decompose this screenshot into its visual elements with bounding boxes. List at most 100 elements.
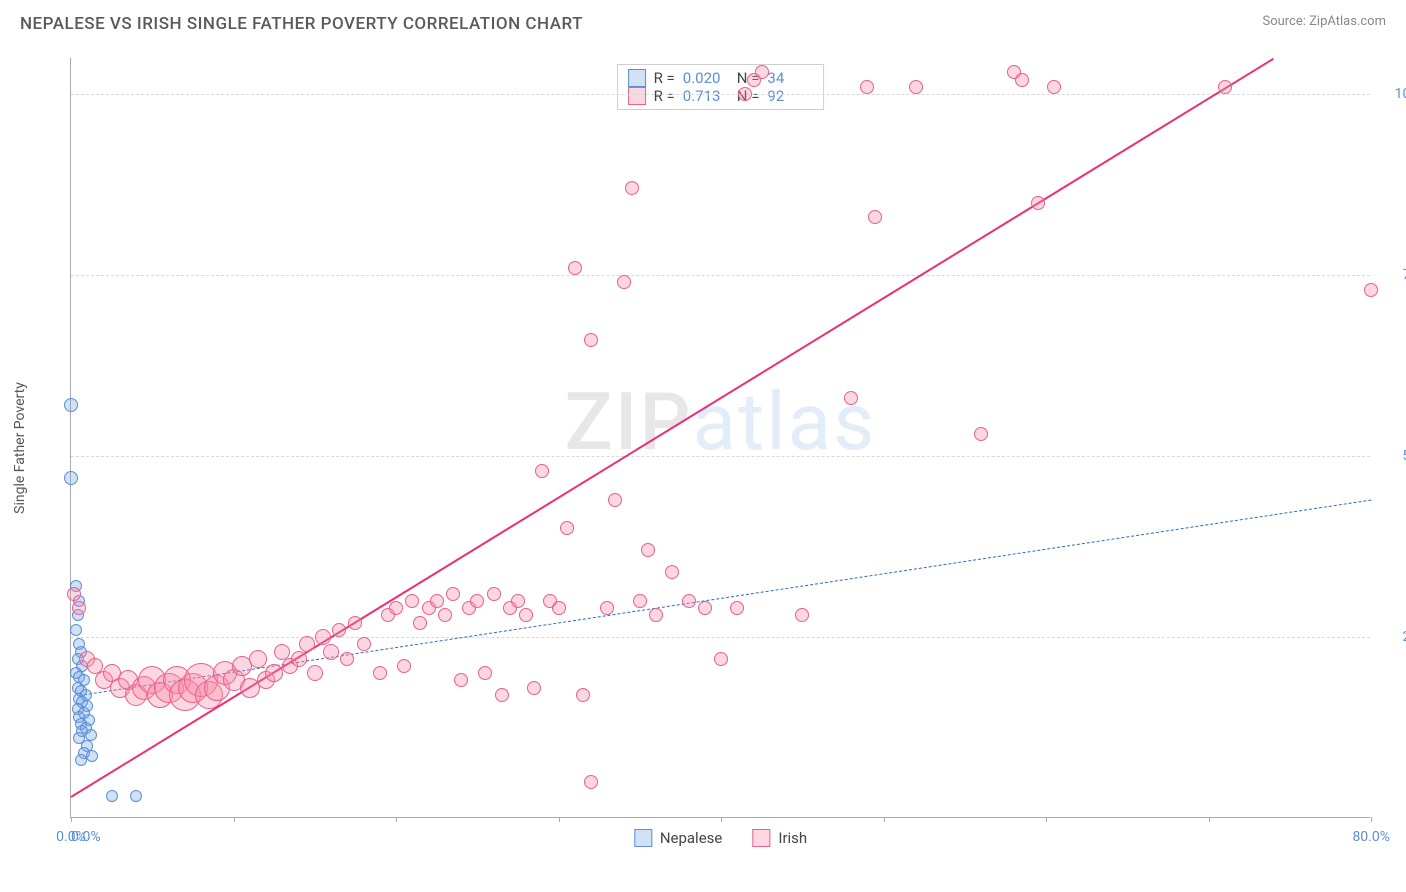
data-point-irish <box>1015 73 1029 87</box>
data-point-irish <box>738 87 752 101</box>
data-point-irish <box>67 587 81 601</box>
data-point-irish <box>405 594 419 608</box>
data-point-irish <box>291 651 307 667</box>
data-point-irish <box>665 565 679 579</box>
gridline-horizontal <box>71 637 1370 638</box>
x-tick-mark <box>234 817 235 822</box>
data-point-irish <box>584 775 598 789</box>
data-point-nepalese <box>64 398 78 412</box>
data-point-irish <box>568 261 582 275</box>
legend-label: Irish <box>778 829 807 847</box>
scatter-plot: ZIPatlas R =0.020N =34R =0.713N =92 Nepa… <box>70 58 1370 818</box>
data-point-nepalese <box>106 790 118 802</box>
y-axis-label: Single Father Poverty <box>12 382 28 514</box>
data-point-irish <box>348 616 362 630</box>
data-point-irish <box>72 601 86 615</box>
data-point-irish <box>470 594 484 608</box>
legend-item-irish: Irish <box>752 829 807 847</box>
data-point-irish <box>560 521 574 535</box>
data-point-irish <box>1218 80 1232 94</box>
data-point-irish <box>389 601 403 615</box>
data-point-irish <box>438 608 452 622</box>
data-point-nepalese <box>86 750 98 762</box>
source-attribution: Source: ZipAtlas.com <box>1262 14 1386 29</box>
data-point-irish <box>714 652 728 666</box>
data-point-irish <box>698 601 712 615</box>
x-tick-mark <box>721 817 722 822</box>
data-point-irish <box>511 594 525 608</box>
n-value: 92 <box>767 87 813 105</box>
data-point-irish <box>795 608 809 622</box>
data-point-irish <box>608 493 622 507</box>
data-point-irish <box>552 601 566 615</box>
data-point-irish <box>1047 80 1061 94</box>
data-point-irish <box>299 636 315 652</box>
data-point-irish <box>730 601 744 615</box>
data-point-irish <box>535 464 549 478</box>
data-point-irish <box>755 65 769 79</box>
data-point-irish <box>576 688 590 702</box>
data-point-irish <box>373 666 387 680</box>
data-point-irish <box>625 181 639 195</box>
data-point-irish <box>1364 283 1378 297</box>
x-tick-label: 0.0% <box>71 829 101 845</box>
legend-label: Nepalese <box>660 829 723 847</box>
r-value: 0.713 <box>683 87 729 105</box>
data-point-irish <box>274 644 290 660</box>
x-tick-mark <box>884 817 885 822</box>
data-point-irish <box>1031 196 1045 210</box>
data-point-irish <box>641 543 655 557</box>
data-point-irish <box>413 616 427 630</box>
data-point-irish <box>487 587 501 601</box>
x-tick-mark <box>1209 817 1210 822</box>
data-point-irish <box>527 681 541 695</box>
data-point-nepalese <box>130 790 142 802</box>
data-point-nepalese <box>75 754 87 766</box>
gridline-horizontal <box>71 275 1370 276</box>
chart-title: NEPALESE VS IRISH SINGLE FATHER POVERTY … <box>20 14 583 34</box>
y-tick-label: 100.0% <box>1380 86 1406 102</box>
chart-container: Single Father Poverty ZIPatlas R =0.020N… <box>50 58 1390 838</box>
data-point-irish <box>682 594 696 608</box>
data-point-irish <box>584 333 598 347</box>
data-point-irish <box>649 608 663 622</box>
data-point-irish <box>519 608 533 622</box>
n-value: 34 <box>767 69 813 87</box>
data-point-irish <box>332 623 346 637</box>
data-point-irish <box>860 80 874 94</box>
gridline-horizontal <box>71 456 1370 457</box>
x-tick-mark <box>559 817 560 822</box>
legend-swatch <box>628 69 646 87</box>
gridline-horizontal <box>71 94 1370 95</box>
data-point-irish <box>397 659 411 673</box>
correlation-stats-box: R =0.020N =34R =0.713N =92 <box>617 64 825 110</box>
data-point-irish <box>446 587 460 601</box>
y-tick-label: 50.0% <box>1380 448 1406 464</box>
stat-label: R = <box>654 87 675 105</box>
data-point-irish <box>340 652 354 666</box>
legend-swatch <box>634 829 652 847</box>
data-point-irish <box>249 650 267 668</box>
x-tick-mark <box>1046 817 1047 822</box>
data-point-irish <box>909 80 923 94</box>
data-point-irish <box>844 391 858 405</box>
x-tick-mark <box>396 817 397 822</box>
y-tick-label: 25.0% <box>1380 629 1406 645</box>
legend-item-nepalese: Nepalese <box>634 829 723 847</box>
x-axis-max-label: 80.0% <box>1352 829 1390 845</box>
stats-row-nepalese: R =0.020N =34 <box>628 69 814 87</box>
data-point-nepalese <box>64 471 78 485</box>
data-point-irish <box>265 664 283 682</box>
data-point-irish <box>323 644 339 660</box>
legend-swatch <box>752 829 770 847</box>
data-point-irish <box>454 673 468 687</box>
stats-row-irish: R =0.713N =92 <box>628 87 814 105</box>
data-point-irish <box>430 594 444 608</box>
data-point-irish <box>600 601 614 615</box>
data-point-irish <box>478 666 492 680</box>
data-point-irish <box>315 629 331 645</box>
stat-label: R = <box>654 69 675 87</box>
data-point-irish <box>868 210 882 224</box>
series-legend: Nepalese Irish <box>634 829 807 847</box>
data-point-nepalese <box>70 624 82 636</box>
